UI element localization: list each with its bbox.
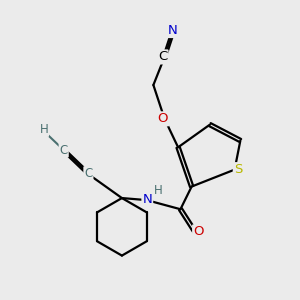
Text: C: C xyxy=(84,167,92,180)
Text: C: C xyxy=(158,50,167,63)
Text: H: H xyxy=(40,123,48,136)
Text: O: O xyxy=(158,112,168,125)
Text: N: N xyxy=(142,193,152,206)
Text: O: O xyxy=(193,225,204,239)
Text: C: C xyxy=(60,143,68,157)
Text: H: H xyxy=(154,184,163,197)
Text: N: N xyxy=(168,24,178,37)
Text: S: S xyxy=(234,163,242,176)
